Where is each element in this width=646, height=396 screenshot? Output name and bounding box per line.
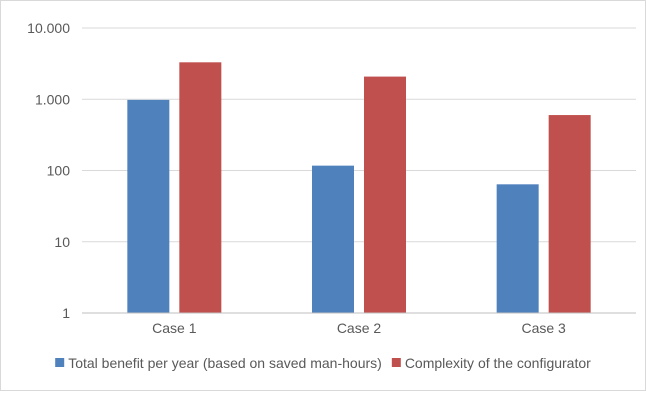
y-tick-label: 1 [62, 305, 70, 321]
legend-swatch [55, 358, 65, 367]
x-category-label: Case 3 [521, 320, 566, 336]
legend-swatch [391, 358, 401, 367]
bar-series-2-case-2 [364, 76, 406, 314]
legend-label: Complexity of the configurator [405, 355, 591, 371]
legend: Total benefit per year (based on saved m… [55, 355, 591, 371]
legend-label: Total benefit per year (based on saved m… [68, 355, 382, 371]
bar-series-2-case-3 [548, 115, 591, 313]
x-category-label: Case 2 [337, 320, 382, 336]
x-category-label: Case 1 [152, 320, 197, 336]
y-tick-label: 100 [47, 163, 71, 179]
legend-item: Complexity of the configurator [391, 355, 591, 371]
y-tick-label: 10.000 [27, 20, 70, 36]
bar-series-1-case-1 [127, 99, 170, 313]
legend-item: Total benefit per year (based on saved m… [55, 355, 382, 371]
bar-series-1-case-2 [312, 165, 354, 313]
bars [127, 62, 591, 314]
gridlines [82, 27, 636, 243]
y-tick-label: 1.000 [35, 91, 70, 107]
y-tick-label: 10 [54, 234, 70, 250]
y-axis-tick-labels: 1 10 100 1.000 10.000 [27, 20, 70, 321]
bar-series-1-case-3 [496, 184, 539, 313]
bar-series-2-case-1 [179, 62, 222, 314]
x-axis-category-labels: Case 1 Case 2 Case 3 [152, 320, 566, 336]
